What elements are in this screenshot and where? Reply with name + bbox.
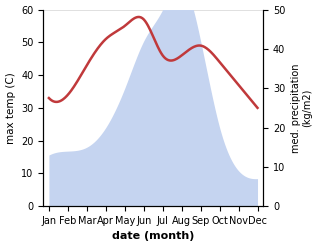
Y-axis label: med. precipitation
(kg/m2): med. precipitation (kg/m2): [291, 63, 313, 153]
Y-axis label: max temp (C): max temp (C): [5, 72, 16, 144]
X-axis label: date (month): date (month): [112, 231, 194, 242]
